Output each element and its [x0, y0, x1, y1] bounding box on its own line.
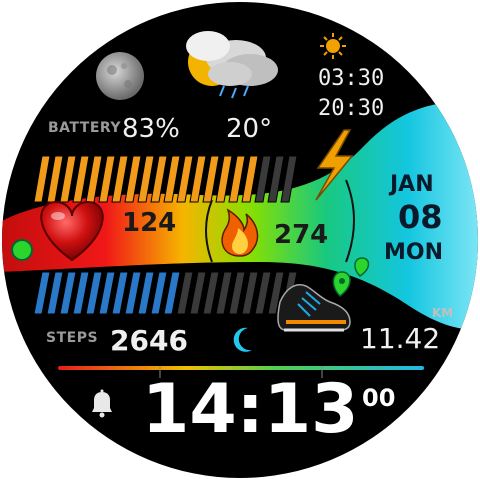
battery-bar-segment	[280, 155, 298, 203]
bell-icon	[92, 389, 112, 418]
battery-bar-segment	[72, 155, 90, 203]
temperature-value: 20°	[226, 114, 273, 144]
battery-bar-segment	[163, 155, 181, 203]
crescent-moon-icon	[233, 327, 252, 352]
steps-bar-segment	[241, 271, 259, 315]
heart-icon	[40, 200, 104, 262]
steps-bar-gauge	[33, 271, 298, 315]
battery-bar-segment	[137, 155, 155, 203]
time-hours-minutes: 14:13	[142, 370, 359, 449]
battery-bar-segment	[176, 155, 194, 203]
moon-icon	[96, 52, 144, 100]
date-weekday: MON	[384, 240, 444, 265]
location-pin-icon	[332, 257, 370, 297]
steps-bar-segment	[228, 271, 246, 315]
date-month: JAN	[390, 172, 434, 197]
steps-bar-segment	[176, 271, 194, 315]
battery-bar-segment	[254, 155, 272, 203]
steps-bar-segment	[72, 271, 90, 315]
steps-bar-segment	[111, 271, 129, 315]
cloud-sun-rain-icon	[186, 31, 278, 99]
steps-bar-segment	[163, 271, 181, 315]
flame-icon	[221, 208, 259, 257]
distance-unit: KM	[432, 306, 454, 320]
battery-bar-segment	[111, 155, 129, 203]
steps-value: 2646	[110, 324, 188, 357]
distance-value: 11.42	[360, 322, 441, 355]
steps-bar-segment	[85, 271, 103, 315]
sun-icon	[320, 33, 346, 59]
battery-percent: 83%	[122, 114, 180, 144]
battery-bar-segment	[124, 155, 142, 203]
battery-bar-segment	[33, 155, 51, 203]
shoe-icon	[277, 284, 351, 332]
steps-bar-segment	[254, 271, 272, 315]
battery-label: BATTERY	[48, 120, 122, 136]
calories-value: 274	[274, 220, 329, 250]
steps-bar-segment	[215, 271, 233, 315]
steps-bar-segment	[137, 271, 155, 315]
battery-bar-segment	[189, 155, 207, 203]
battery-bar-segment	[98, 155, 116, 203]
steps-label: STEPS	[46, 330, 99, 346]
battery-bar-segment	[228, 155, 246, 203]
steps-bar-segment	[98, 271, 116, 315]
time-seconds: 00	[362, 384, 396, 412]
steps-bar-segment	[33, 271, 51, 315]
battery-bar-segment	[150, 155, 168, 203]
steps-bar-segment	[59, 271, 77, 315]
battery-bar-segment	[59, 155, 77, 203]
battery-bar-segment	[267, 155, 285, 203]
steps-bar-segment	[189, 271, 207, 315]
battery-bar-segment	[215, 155, 233, 203]
steps-bar-segment	[124, 271, 142, 315]
sunrise-time: 03:30	[318, 66, 385, 91]
steps-bar-segment	[202, 271, 220, 315]
battery-bar-segment	[241, 155, 259, 203]
steps-bar-segment	[46, 271, 64, 315]
time-separator-line	[58, 366, 424, 370]
left-bracket	[205, 199, 213, 263]
steps-bar-segment	[267, 271, 285, 315]
steps-bar-segment	[150, 271, 168, 315]
heart-rate-value: 124	[122, 208, 177, 238]
right-bracket	[345, 179, 355, 263]
lightning-icon	[315, 129, 354, 201]
status-dot	[11, 239, 33, 261]
date-day: 08	[398, 198, 443, 236]
sunset-time: 20:30	[318, 96, 385, 121]
